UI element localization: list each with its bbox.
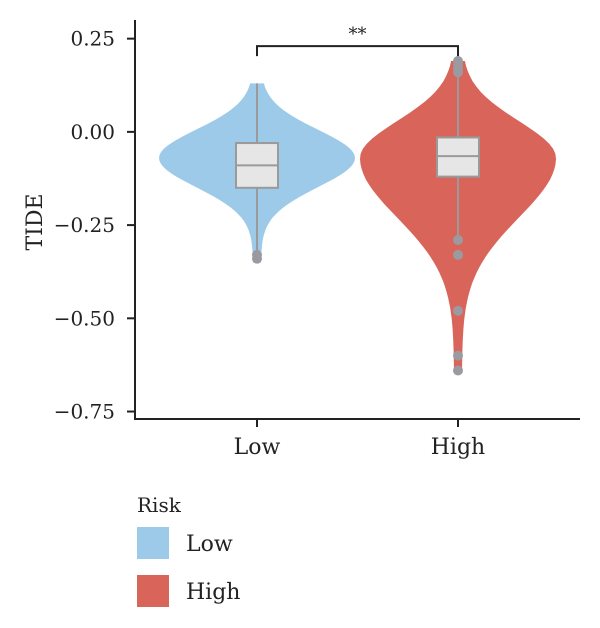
legend-label-high: High: [186, 580, 240, 605]
y-axis-title: TIDE: [23, 193, 48, 250]
y-tick-label: 0.25: [70, 27, 115, 51]
plot-area: [159, 56, 556, 376]
significance-bracket: **: [256, 24, 459, 57]
y-tick-label: −0.50: [54, 306, 115, 330]
legend-swatch-high: [137, 575, 169, 607]
y-tick-label: −0.25: [54, 213, 115, 237]
legend-title: Risk: [137, 493, 182, 517]
y-tick-label: −0.75: [54, 400, 115, 424]
outlier-point: [453, 235, 463, 246]
violin-group-low: [159, 83, 355, 264]
y-tick-label: 0.00: [70, 120, 115, 144]
outlier-point: [252, 253, 262, 264]
outlier-point: [453, 350, 463, 361]
significance-label: **: [349, 24, 367, 45]
axes: 0.25 0.00 −0.25 −0.50 −0.75 Low High TIDE: [23, 20, 580, 460]
significance-line: [256, 45, 459, 57]
outlier-point: [453, 305, 463, 316]
legend-swatch-low: [137, 527, 169, 559]
outlier-point: [453, 365, 463, 376]
x-tick-label: Low: [234, 435, 281, 460]
outlier-point: [453, 56, 463, 67]
legend: Risk Low High: [137, 493, 240, 607]
y-ticks: 0.25 0.00 −0.25 −0.50 −0.75: [54, 27, 135, 424]
legend-label-low: Low: [186, 532, 233, 557]
violin-group-high: [360, 56, 556, 376]
outlier-point: [453, 249, 463, 260]
x-ticks: Low High: [234, 419, 485, 460]
x-tick-label: High: [431, 435, 485, 460]
